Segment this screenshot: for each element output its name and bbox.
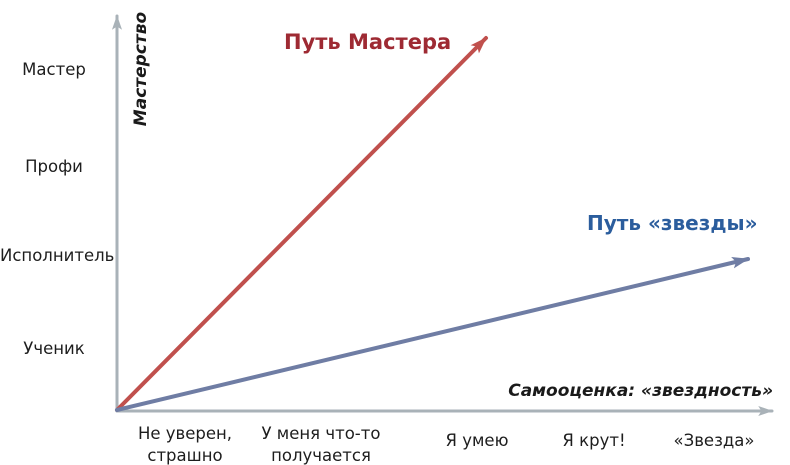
y-tick-uchenik: Ученик — [23, 339, 85, 358]
y-tick-profi: Профи — [25, 157, 83, 176]
y-tick-ispolnitel: Исполнитель — [0, 246, 115, 265]
x-tick-line: Я крут! — [562, 431, 626, 450]
master-path-arrow — [115, 36, 488, 412]
y-axis-title: Мастерство — [131, 11, 151, 127]
x-tick-line: «Звезда» — [673, 431, 755, 450]
star-path-label: Путь «звезды» — [587, 211, 758, 235]
x-axis-title: Самооценка: «звездность» — [508, 381, 773, 401]
x-tick-line: страшно — [147, 446, 223, 465]
star-path-arrow — [115, 257, 750, 412]
master-path-label: Путь Мастера — [284, 30, 452, 54]
x-tick-ne-uveren: Не уверен, страшно — [100, 423, 270, 465]
x-tick-line: У меня что-то — [261, 424, 381, 443]
x-tick-line: получается — [271, 446, 371, 465]
x-tick-ya-krut: Я крут! — [509, 430, 679, 452]
x-tick-chto-to-poluchaetsya: У меня что-то получается — [236, 423, 406, 465]
x-tick-line: Я умею — [445, 431, 509, 450]
x-tick-ya-umeyu: Я умею — [392, 430, 562, 452]
y-tick-master: Мастер — [22, 60, 86, 79]
x-tick-zvezda: «Звезда» — [629, 430, 790, 452]
x-tick-line: Не уверен, — [137, 424, 233, 443]
